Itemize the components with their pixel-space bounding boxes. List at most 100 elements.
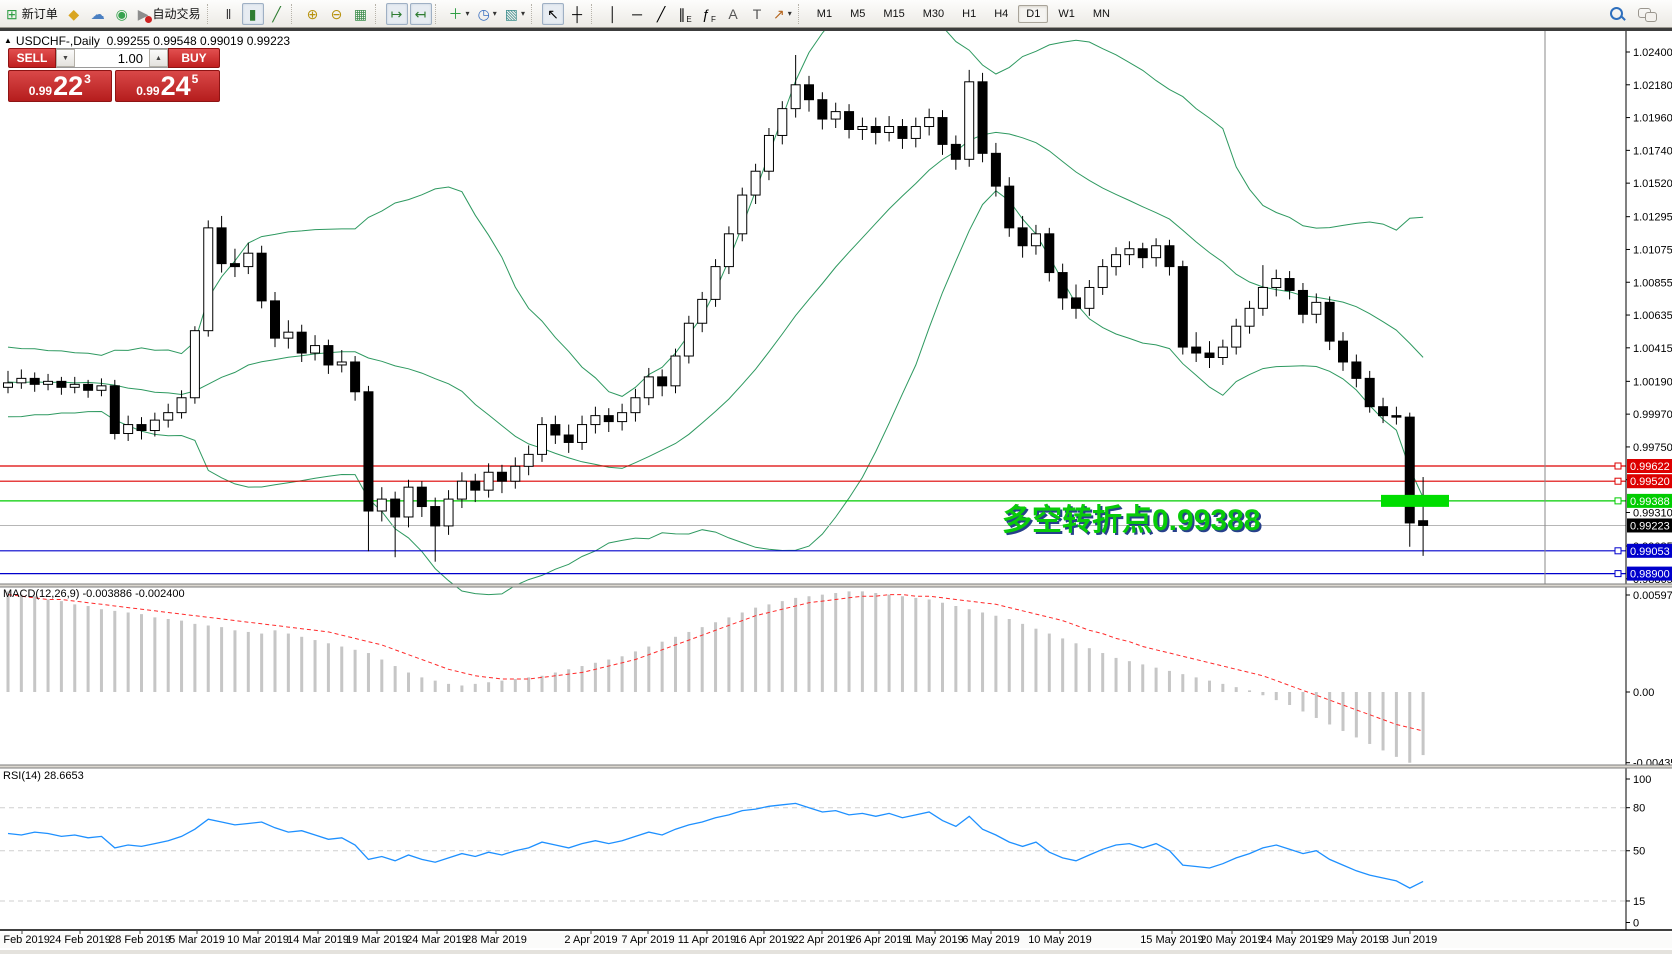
rsi-indicator-label: RSI(14) 28.6653: [3, 770, 84, 782]
community-button[interactable]: ☁: [87, 3, 109, 25]
svg-text:1.00855: 1.00855: [1633, 277, 1672, 289]
bar-chart-button[interactable]: ‖: [218, 3, 240, 25]
cursor-button[interactable]: ↖: [542, 2, 565, 25]
vertical-line-button[interactable]: │: [602, 3, 624, 25]
line-chart-icon: ╱: [272, 5, 281, 22]
crosshair-button[interactable]: ┼: [566, 3, 588, 25]
chart-area[interactable]: 1.02400 1.02180 1.01960 1.01740 1.01520 1.012…: [0, 30, 1672, 948]
sell-price-pip: 3: [84, 72, 91, 86]
timeframe-m5-button[interactable]: M5: [850, 7, 866, 20]
auto-trading-button[interactable]: ▶ 自动交易: [135, 3, 204, 25]
svg-text:0.99520: 0.99520: [1630, 476, 1670, 488]
arrows-button[interactable]: ↗ ▾: [770, 3, 795, 25]
periods-button[interactable]: ◷ ▾: [475, 3, 500, 25]
chat-icon[interactable]: [1638, 5, 1657, 23]
timeframe-w1-button[interactable]: W1: [1058, 7, 1075, 20]
fibonacci-sub-label: F: [711, 14, 716, 24]
svg-text:1.02400: 1.02400: [1633, 47, 1672, 59]
periods-dropdown-icon[interactable]: ▾: [492, 9, 497, 18]
sell-price-display[interactable]: 0.99 22 3: [8, 70, 112, 102]
indicators-dropdown-icon[interactable]: ▾: [465, 9, 470, 18]
new-order-icon: ⊞: [6, 5, 18, 22]
text-label-button[interactable]: T: [746, 3, 768, 25]
buy-price-prefix: 0.99: [136, 84, 160, 98]
horizontal-line-button[interactable]: ─: [626, 3, 648, 25]
chart-window: 1.02400 1.02180 1.01960 1.01740 1.01520 1.012…: [0, 28, 1672, 950]
search-icon[interactable]: [1608, 5, 1626, 23]
svg-text:0.98900: 0.98900: [1630, 569, 1670, 581]
arrows-icon: ↗: [773, 5, 785, 22]
svg-text:10 Mar 2019: 10 Mar 2019: [227, 934, 289, 946]
new-order-label: 新订单: [21, 7, 58, 21]
svg-text:0.00: 0.00: [1633, 687, 1654, 699]
collapse-quote-icon[interactable]: ▲: [4, 36, 12, 45]
svg-text:0: 0: [1633, 917, 1639, 929]
toolbar-group: ＋ ▾ ◷ ▾ ▧ ▾: [445, 1, 530, 27]
trendline-icon: ╱: [656, 5, 666, 22]
zoom-in-button[interactable]: ⊕: [302, 3, 324, 25]
sell-price-prefix: 0.99: [28, 84, 53, 98]
signals-icon: ◉: [115, 5, 128, 22]
zoom-out-icon: ⊖: [330, 5, 343, 22]
zoom-in-icon: ⊕: [306, 5, 319, 22]
toolbar-group: ‖ ▮ ╱: [217, 1, 289, 27]
buy-button[interactable]: BUY: [168, 48, 220, 68]
fibonacci-icon: ƒ: [702, 5, 710, 22]
auto-trading-label: 自动交易: [152, 7, 201, 21]
new-order-button[interactable]: ⊞ 新订单: [3, 3, 61, 25]
equidistant-channel-sub-label: E: [686, 14, 692, 24]
macd-indicator-label: MACD(12,26,9) -0.003886 -0.002400: [3, 588, 185, 600]
svg-text:1 May 2019: 1 May 2019: [906, 934, 963, 946]
auto-trading-icon: ▶: [138, 7, 152, 23]
svg-text:24 Feb 2019: 24 Feb 2019: [49, 934, 111, 946]
tile-windows-icon: ▦: [353, 5, 368, 22]
equidistant-channel-button[interactable]: ∥ E: [674, 3, 696, 25]
svg-text:0.99388: 0.99388: [1630, 496, 1670, 508]
toolbar-right-group: [1602, 5, 1662, 23]
svg-text:22 Apr 2019: 22 Apr 2019: [792, 934, 851, 946]
auto-scroll-button[interactable]: ↦: [385, 2, 408, 25]
buy-price-pip: 5: [191, 72, 199, 86]
volume-decrease-button[interactable]: ▼: [56, 49, 75, 67]
volume-increase-button[interactable]: ▲: [149, 49, 168, 67]
templates-button[interactable]: ▧ ▾: [502, 3, 528, 25]
volume-input[interactable]: 1.00: [117, 50, 143, 66]
tile-windows-button[interactable]: ▦: [350, 3, 372, 25]
timeframe-m15-button[interactable]: M15: [883, 7, 905, 20]
timeframe-d1-button[interactable]: D1: [1018, 4, 1049, 23]
svg-text:1.00635: 1.00635: [1633, 310, 1672, 322]
svg-text:26 Apr 2019: 26 Apr 2019: [849, 934, 908, 946]
templates-dropdown-icon[interactable]: ▾: [521, 9, 526, 18]
arrows-dropdown-icon[interactable]: ▾: [787, 9, 792, 18]
profiles-button[interactable]: ◆: [63, 3, 85, 25]
buy-price-display[interactable]: 0.99 24 5: [114, 70, 220, 102]
timeframe-m30-button[interactable]: M30: [922, 7, 945, 20]
svg-text:28 Feb 2019: 28 Feb 2019: [109, 934, 171, 946]
trendline-button[interactable]: ╱: [650, 3, 672, 25]
text-button[interactable]: A: [722, 3, 744, 25]
candle-chart-button[interactable]: ▮: [241, 2, 264, 25]
toolbar-separator: [531, 3, 539, 24]
timeframe-m1-button[interactable]: M1: [816, 7, 833, 20]
svg-text:多空转折点0.99388: 多空转折点0.99388: [1002, 504, 1260, 537]
line-chart-button[interactable]: ╱: [266, 3, 288, 25]
timeframe-mn-button[interactable]: MN: [1092, 7, 1110, 20]
signals-button[interactable]: ◉: [111, 3, 133, 25]
svg-text:1.01295: 1.01295: [1633, 212, 1672, 224]
timeframe-h1-button[interactable]: H1: [962, 7, 977, 20]
svg-text:7 Apr 2019: 7 Apr 2019: [621, 934, 674, 946]
bar-chart-icon: ‖: [225, 5, 232, 22]
sell-button[interactable]: SELL: [8, 48, 56, 68]
indicators-button[interactable]: ＋ ▾: [446, 3, 473, 25]
zoom-out-button[interactable]: ⊖: [326, 3, 348, 25]
chart-shift-button[interactable]: ↤: [409, 2, 432, 25]
svg-text:多空转折点0.99388: 多空转折点0.99388: [1004, 506, 1262, 539]
sell-price-big: 22: [53, 71, 84, 102]
svg-text:14 Mar 2019: 14 Mar 2019: [287, 934, 349, 946]
toolbar-separator: [591, 3, 599, 24]
timeframe-h4-button[interactable]: H4: [994, 7, 1009, 20]
svg-text:0.99223: 0.99223: [1630, 520, 1670, 532]
